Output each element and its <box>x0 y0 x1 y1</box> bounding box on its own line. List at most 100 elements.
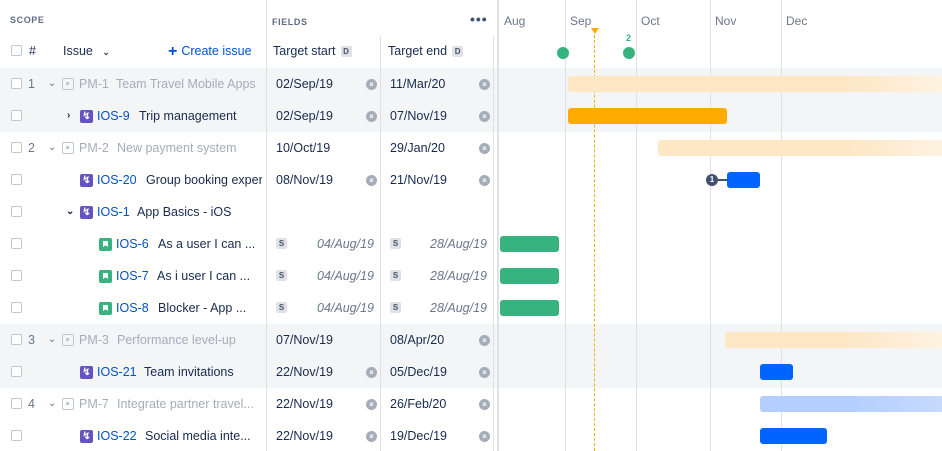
target-start-value[interactable]: 02/Sep/19 <box>276 77 333 91</box>
target-end-value[interactable]: 05/Dec/19 <box>390 365 447 379</box>
issue-key[interactable]: PM-7 <box>79 397 109 411</box>
target-end-value[interactable]: 21/Nov/19 <box>390 173 447 187</box>
table-row[interactable]: ⌄ ↯ IOS-1 App Basics - iOS <box>0 196 942 228</box>
chevron-down-icon[interactable]: ⌄ <box>48 142 57 153</box>
target-start-value[interactable]: 22/Nov/19 <box>276 365 333 379</box>
issue-title[interactable]: Team Travel Mobile Apps <box>116 77 256 91</box>
table-row[interactable]: › ↯ IOS-9 Trip management 02/Sep/19 × 07… <box>0 100 942 132</box>
clear-x-icon[interactable]: × <box>366 175 377 186</box>
issue-key[interactable]: PM-3 <box>79 333 109 347</box>
table-row[interactable]: IOS-6 As a user I can ... S 04/Aug/19 S … <box>0 228 942 260</box>
timeline-bar-pm-2[interactable] <box>658 140 942 156</box>
issue-title[interactable]: Social media inte... <box>145 429 251 443</box>
target-start-value[interactable]: 07/Nov/19 <box>276 333 333 347</box>
target-start-value[interactable]: 04/Aug/19 <box>317 301 374 315</box>
table-row[interactable]: ↯ IOS-20 Group booking exper 08/Nov/19 ×… <box>0 164 942 196</box>
target-start-value[interactable]: 04/Aug/19 <box>317 269 374 283</box>
clear-x-icon[interactable]: × <box>366 399 377 410</box>
column-divider[interactable] <box>380 36 381 451</box>
table-row[interactable]: IOS-7 As i user I can ... S 04/Aug/19 S … <box>0 260 942 292</box>
timeline-bar-ios-22[interactable] <box>760 428 827 444</box>
timeline-bar-ios-8[interactable] <box>500 300 559 316</box>
row-checkbox[interactable] <box>11 398 22 409</box>
issue-title[interactable]: Performance level-up <box>117 333 236 347</box>
column-divider[interactable] <box>266 0 267 451</box>
more-icon[interactable]: ••• <box>470 11 488 27</box>
issue-title[interactable]: App Basics - iOS <box>137 205 232 219</box>
issue-key[interactable]: IOS-9 <box>97 109 130 123</box>
issue-title[interactable]: Group booking exper <box>146 173 262 187</box>
row-checkbox[interactable] <box>11 238 22 249</box>
target-end-value[interactable]: 26/Feb/20 <box>390 397 447 411</box>
row-checkbox[interactable] <box>11 78 22 89</box>
issue-key[interactable]: IOS-22 <box>97 429 137 443</box>
timeline-bar-ios-7[interactable] <box>500 268 559 284</box>
issue-title[interactable]: Blocker - App ... <box>158 301 247 315</box>
chevron-down-icon[interactable]: ⌄ <box>48 334 57 345</box>
clear-x-icon[interactable]: × <box>366 367 377 378</box>
clear-x-icon[interactable]: × <box>479 335 490 346</box>
clear-x-icon[interactable]: × <box>366 431 377 442</box>
issue-title[interactable]: New payment system <box>117 141 237 155</box>
timeline-bar-ios-20[interactable] <box>727 172 760 188</box>
clear-x-icon[interactable]: × <box>479 175 490 186</box>
target-start-value[interactable]: 22/Nov/19 <box>276 429 333 443</box>
table-row[interactable]: ↯ IOS-22 Social media inte... 22/Nov/19 … <box>0 420 942 451</box>
chevron-down-icon[interactable]: ⌄ <box>66 206 75 217</box>
target-start-header[interactable]: Target start D <box>273 44 352 58</box>
issue-key[interactable]: IOS-7 <box>116 269 149 283</box>
target-start-value[interactable]: 02/Sep/19 <box>276 109 333 123</box>
target-end-value[interactable]: 29/Jan/20 <box>390 141 445 155</box>
row-checkbox[interactable] <box>11 270 22 281</box>
timeline-bar-ios-9[interactable] <box>568 108 727 124</box>
create-issue-button[interactable]: + Create issue <box>168 43 252 61</box>
release-marker[interactable] <box>623 47 635 59</box>
timeline-bar-ios-21[interactable] <box>760 364 793 380</box>
issue-key[interactable]: PM-1 <box>79 77 109 91</box>
issue-title[interactable]: Integrate partner travel... <box>117 397 254 411</box>
target-end-value[interactable]: 28/Aug/19 <box>430 301 487 315</box>
target-end-value[interactable]: 28/Aug/19 <box>430 237 487 251</box>
clear-x-icon[interactable]: × <box>479 143 490 154</box>
issue-key[interactable]: IOS-20 <box>97 173 137 187</box>
issue-key[interactable]: IOS-1 <box>97 205 130 219</box>
column-divider[interactable] <box>493 36 494 451</box>
row-checkbox[interactable] <box>11 142 22 153</box>
timeline-bar-pm-7[interactable] <box>760 396 942 412</box>
issue-title[interactable]: Team invitations <box>144 365 234 379</box>
clear-x-icon[interactable]: × <box>479 367 490 378</box>
issue-title[interactable]: Trip management <box>139 109 237 123</box>
chevron-down-icon[interactable]: ⌄ <box>48 398 57 409</box>
table-row[interactable]: 4 ⌄ PM-7 Integrate partner travel... 22/… <box>0 388 942 420</box>
target-end-value[interactable]: 19/Dec/19 <box>390 429 447 443</box>
clear-x-icon[interactable]: × <box>479 399 490 410</box>
target-start-value[interactable]: 08/Nov/19 <box>276 173 333 187</box>
issue-title[interactable]: As i user I can ... <box>157 269 251 283</box>
clear-x-icon[interactable]: × <box>479 79 490 90</box>
target-end-value[interactable]: 28/Aug/19 <box>430 269 487 283</box>
clear-x-icon[interactable]: × <box>479 111 490 122</box>
target-end-value[interactable]: 07/Nov/19 <box>390 109 447 123</box>
issue-title[interactable]: As a user I can ... <box>158 237 256 251</box>
target-start-value[interactable]: 22/Nov/19 <box>276 397 333 411</box>
dependency-badge[interactable]: 1 <box>706 174 718 186</box>
row-checkbox[interactable] <box>11 430 22 441</box>
target-start-value[interactable]: 10/Oct/19 <box>276 141 331 155</box>
row-checkbox[interactable] <box>11 110 22 121</box>
clear-x-icon[interactable]: × <box>366 111 377 122</box>
timeline-bar-pm-1[interactable] <box>568 76 942 92</box>
chevron-right-icon[interactable]: › <box>67 110 71 121</box>
issue-key[interactable]: IOS-8 <box>116 301 149 315</box>
row-checkbox[interactable] <box>11 366 22 377</box>
target-end-value[interactable]: 08/Apr/20 <box>390 333 445 347</box>
clear-x-icon[interactable]: × <box>366 79 377 90</box>
issue-column-header[interactable]: Issue ⌄ <box>63 44 110 58</box>
row-checkbox[interactable] <box>11 334 22 345</box>
table-row[interactable]: ↯ IOS-21 Team invitations 22/Nov/19 × 05… <box>0 356 942 388</box>
release-marker[interactable] <box>557 47 569 59</box>
target-end-value[interactable]: 11/Mar/20 <box>390 77 446 91</box>
timeline-bar-ios-6[interactable] <box>500 236 559 252</box>
table-row[interactable]: 2 ⌄ PM-2 New payment system 10/Oct/19 29… <box>0 132 942 164</box>
timeline-bar-pm-3[interactable] <box>725 332 942 348</box>
timeline-divider[interactable] <box>497 0 499 451</box>
